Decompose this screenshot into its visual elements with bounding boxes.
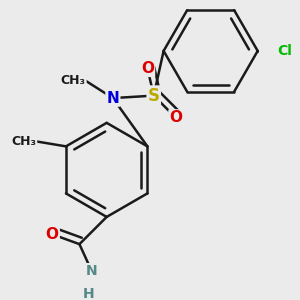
- Text: O: O: [46, 227, 59, 242]
- Text: N: N: [106, 91, 119, 106]
- Text: N: N: [86, 264, 98, 278]
- Text: S: S: [148, 87, 160, 105]
- Text: CH₃: CH₃: [11, 135, 36, 148]
- Text: O: O: [169, 110, 182, 125]
- Text: H: H: [82, 287, 94, 300]
- Text: CH₃: CH₃: [61, 74, 85, 87]
- Text: O: O: [141, 61, 154, 76]
- Text: Cl: Cl: [278, 44, 292, 58]
